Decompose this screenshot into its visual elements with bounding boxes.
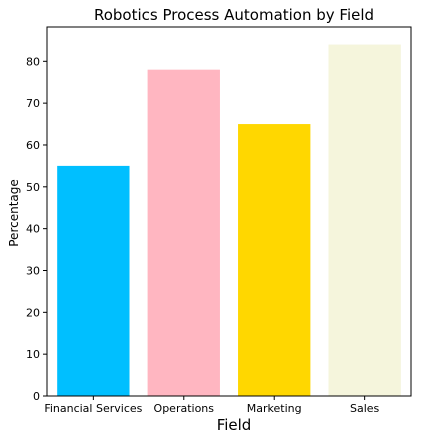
y-axis-title: Percentage — [7, 179, 21, 247]
x-tick-label: Marketing — [247, 402, 302, 415]
bar-operations — [147, 69, 220, 397]
y-tick-label: 30 — [26, 264, 40, 277]
y-tick-label: 70 — [26, 97, 40, 110]
y-tick-label: 80 — [26, 55, 40, 68]
x-ticks-group: Financial Services Operations Marketing Sal… — [44, 396, 380, 415]
bars-group — [57, 44, 401, 397]
bar-marketing — [238, 124, 311, 397]
plot-frame — [46, 26, 412, 397]
bar-financial-services — [57, 165, 130, 396]
y-ticks-group: 0 10 20 30 40 50 60 70 80 — [26, 55, 47, 403]
bar-sales — [328, 44, 401, 396]
y-tick-label: 40 — [26, 223, 40, 236]
x-tick-label: Sales — [350, 402, 380, 415]
y-tick-label: 0 — [33, 390, 40, 403]
y-tick-label: 20 — [26, 306, 40, 319]
x-tick-label: Financial Services — [44, 402, 142, 415]
chart-title: Robotics Process Automation by Field — [94, 6, 374, 24]
y-tick-label: 10 — [26, 348, 40, 361]
x-tick-label: Operations — [154, 402, 215, 415]
x-axis-title: Field — [217, 416, 252, 434]
y-tick-label: 60 — [26, 139, 40, 152]
y-tick-label: 50 — [26, 181, 40, 194]
